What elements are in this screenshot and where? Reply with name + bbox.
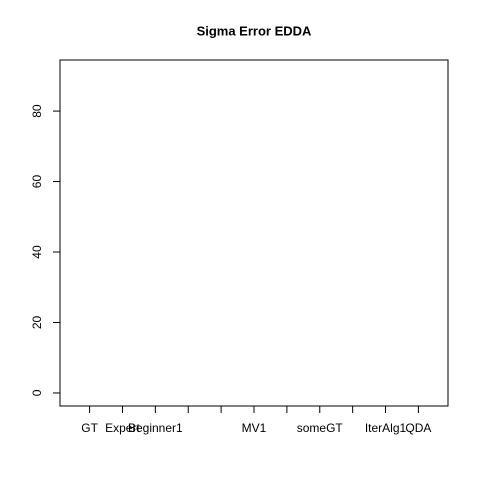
x-tick-label: GT [81, 421, 98, 435]
y-tick-label: 20 [30, 316, 44, 330]
x-tick-label: QDA [405, 421, 431, 435]
y-tick-label: 0 [30, 389, 44, 396]
x-tick-label: Beginner1 [128, 421, 183, 435]
y-tick-label: 80 [30, 104, 44, 118]
y-tick-label: 60 [30, 175, 44, 189]
x-tick-label: MV1 [242, 421, 267, 435]
x-tick-label: someGT [297, 421, 344, 435]
chart-title: Sigma Error EDDA [197, 23, 312, 38]
x-tick-label: IterAlg1 [365, 421, 407, 435]
x-tick-label: Expert [105, 421, 140, 435]
y-tick-label: 40 [30, 245, 44, 259]
